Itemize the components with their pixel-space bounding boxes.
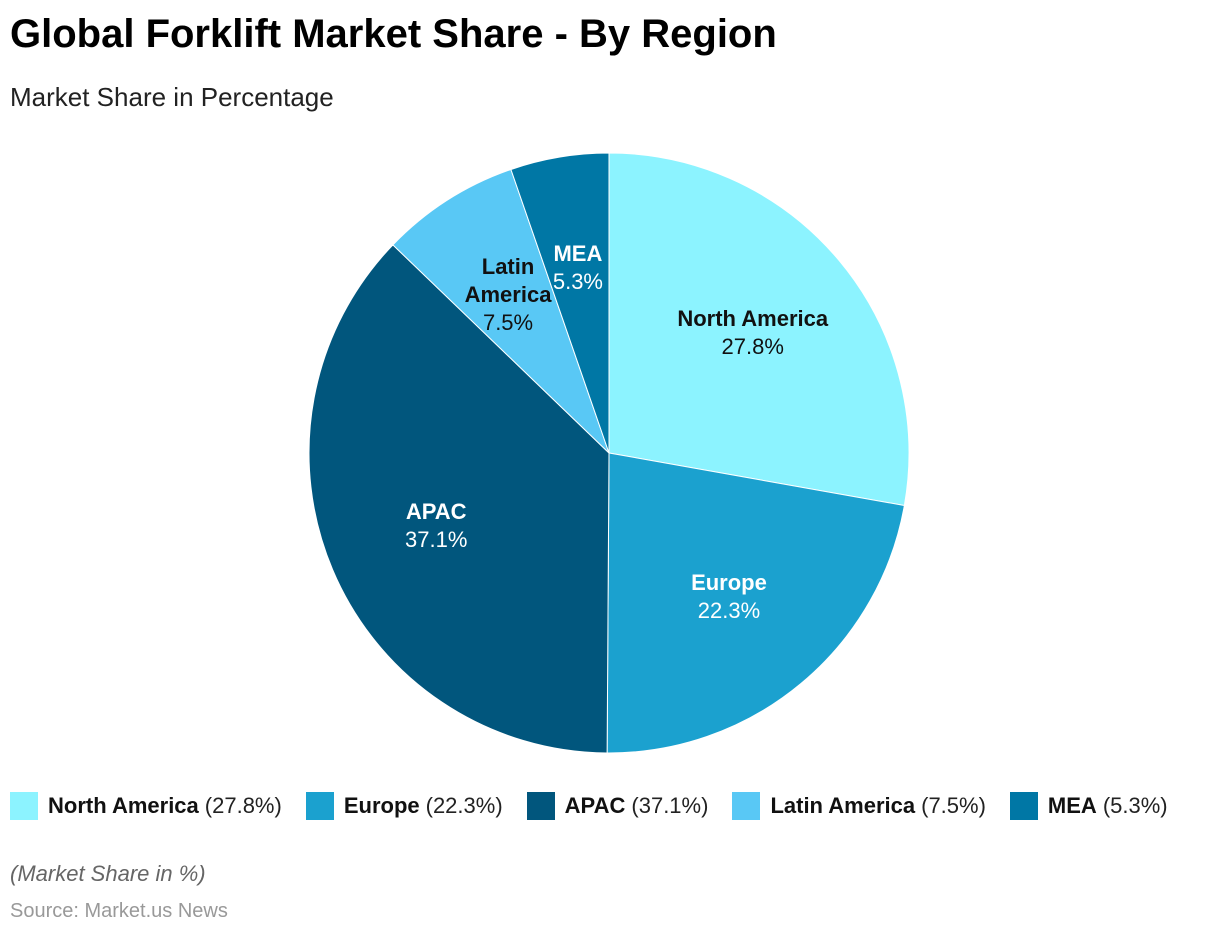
legend-item: Latin America (7.5%) (732, 792, 986, 820)
legend-label: Latin America (770, 793, 916, 818)
slice-label-value: 5.3% (552, 269, 603, 295)
slice-label-value: 27.8% (721, 333, 784, 359)
legend-item: APAC (37.1%) (526, 792, 709, 820)
slice-label-value: 37.1% (405, 526, 468, 552)
slice-label-name: North America (677, 305, 829, 331)
slice-label: North America 27.8% (677, 305, 828, 361)
slice-label: Latin America 7.5% (458, 253, 558, 337)
slice-label-name: Europe (691, 570, 767, 596)
pie-slice-north-america (608, 152, 910, 507)
slice-label-name: MEA (553, 241, 603, 267)
slice-label: APAC 37.1% (405, 498, 467, 554)
pie-slice-apac (308, 244, 610, 754)
legend-label: MEA (1047, 793, 1097, 818)
pie-slice-europe (606, 452, 905, 754)
chart-title: Global Forklift Market Share - By Region (10, 12, 777, 56)
pie-slice-latin-america (392, 168, 610, 454)
slice-label-name: Latin America (464, 254, 552, 307)
slice-label-value: 22.3% (697, 598, 761, 624)
legend-item: North America (27.8%) (10, 792, 282, 820)
legend-swatch (526, 792, 555, 820)
legend-value: (5.3%) (1102, 793, 1168, 818)
slice-label-value: 7.5% (482, 310, 534, 335)
legend-label: North America (48, 793, 199, 818)
legend-value: (7.5%) (921, 793, 986, 818)
slice-label: MEA 5.3% (528, 240, 628, 296)
legend-value: (37.1%) (631, 793, 709, 818)
legend-label: APAC (564, 793, 626, 818)
legend-value: (22.3%) (425, 793, 503, 818)
chart-note: (Market Share in %) (10, 861, 206, 886)
legend-value: (27.8%) (204, 793, 282, 818)
pie-slice-mea (510, 152, 610, 454)
slice-label: Europe 22.3% (691, 569, 767, 625)
legend-item: Europe (22.3%) (305, 792, 503, 820)
legend-label: Europe (343, 793, 420, 818)
legend-swatch (732, 792, 761, 820)
legend-swatch (305, 792, 334, 820)
pie-chart (308, 152, 910, 754)
legend-swatch (10, 792, 38, 820)
chart-subtitle: Market Share in Percentage (10, 82, 334, 112)
chart-source: Source: Market.us News (10, 900, 228, 922)
legend: North America (27.8%) Europe (22.3%) APAC (37… (10, 792, 1192, 820)
legend-swatch (1009, 792, 1038, 820)
slice-label-name: APAC (405, 498, 467, 524)
legend-item: MEA (5.3%) (1009, 792, 1168, 820)
